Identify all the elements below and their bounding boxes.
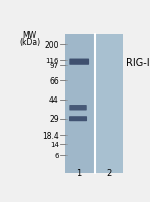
Text: 6: 6 xyxy=(54,153,59,159)
FancyBboxPatch shape xyxy=(69,59,89,65)
FancyBboxPatch shape xyxy=(69,117,87,122)
Text: 97: 97 xyxy=(50,62,59,68)
FancyBboxPatch shape xyxy=(69,105,87,111)
Text: 44: 44 xyxy=(49,96,59,105)
Bar xyxy=(65,34,96,173)
Text: RIG-I: RIG-I xyxy=(126,57,149,67)
Text: 29: 29 xyxy=(49,115,59,124)
Text: 66: 66 xyxy=(49,77,59,85)
Text: (kDa): (kDa) xyxy=(19,38,40,47)
Text: 2: 2 xyxy=(106,168,111,177)
Text: 1: 1 xyxy=(77,168,82,177)
Bar xyxy=(65,34,123,173)
Text: 200: 200 xyxy=(44,41,59,50)
Text: 18.4: 18.4 xyxy=(42,131,59,140)
Text: 14: 14 xyxy=(50,141,59,147)
Text: MW: MW xyxy=(23,31,37,40)
Text: 116: 116 xyxy=(45,58,59,64)
